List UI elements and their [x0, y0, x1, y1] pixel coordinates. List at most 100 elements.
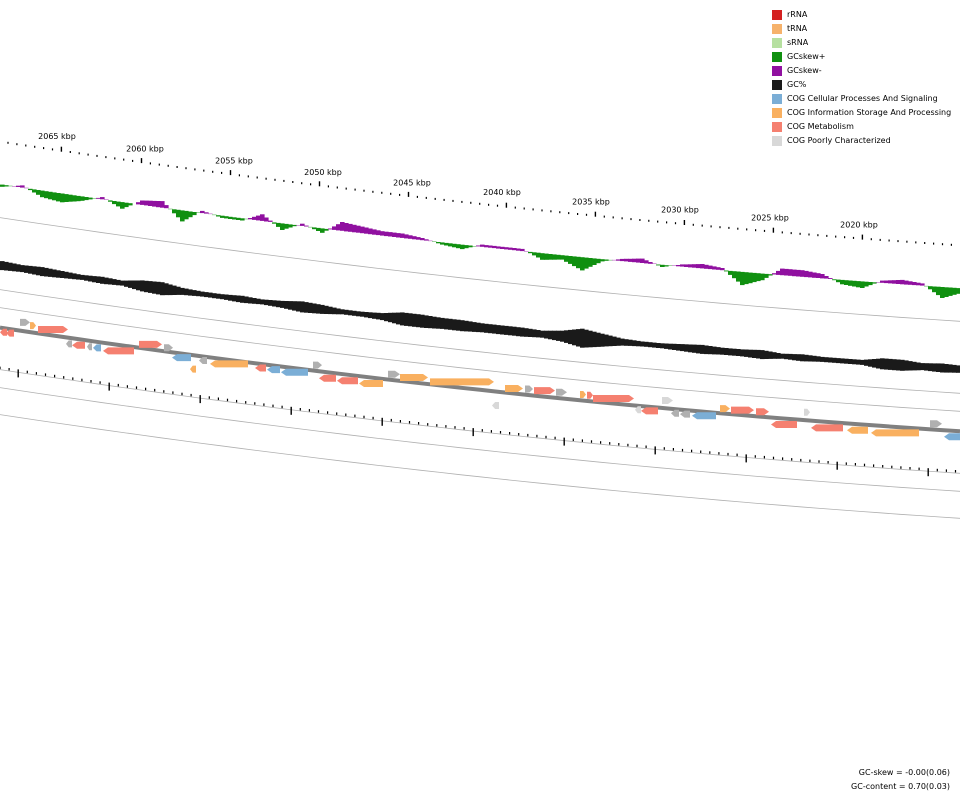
cog-cellular-gene [692, 412, 716, 420]
gc-content-bar [60, 271, 65, 278]
gc-skew-positive-bar [88, 197, 93, 200]
kbp-label: 2060 kbp [126, 145, 164, 154]
gc-content-bar [208, 292, 213, 298]
gc-skew-negative-bar [416, 237, 421, 240]
gc-content-bar [200, 291, 205, 297]
gc-skew-negative-bar [484, 245, 489, 248]
gc-content-bar [492, 324, 497, 334]
gc-skew-negative-bar [164, 205, 169, 209]
gc-skew-negative-bar [504, 247, 509, 250]
legend-swatch [772, 52, 782, 62]
gc-skew-positive-bar [76, 195, 81, 202]
gc-skew-positive-bar [32, 189, 37, 193]
cog-poorly-characterized-gene [804, 408, 810, 416]
gc-content-bar [340, 309, 345, 315]
gc-skew-negative-bar [256, 215, 261, 221]
gc-skew-negative-bar [368, 228, 373, 235]
gc-skew-negative-bar [20, 185, 25, 188]
gc-content-bar [700, 344, 705, 354]
gc-content-bar [264, 299, 269, 306]
gc-content-bar [160, 282, 165, 296]
uncategorized-gene [164, 344, 173, 352]
gc-content-bar [336, 308, 341, 315]
gc-content-bar [712, 346, 717, 355]
gc-skew-negative-bar [480, 244, 485, 247]
cog-metabolism-gene [103, 347, 134, 355]
gc-skew-positive-bar [856, 281, 861, 288]
cog-information-gene [505, 385, 523, 392]
gc-skew-negative-bar [424, 239, 429, 241]
cog-poorly-characterized-gene [662, 397, 673, 404]
gc-content-bar [756, 349, 761, 359]
gc-skew-negative-bar [100, 197, 105, 200]
gc-skew-negative-bar [792, 269, 797, 277]
track-guide-line [0, 387, 960, 492]
gc-skew-positive-bar [192, 212, 197, 216]
gc-skew-negative-bar [788, 269, 793, 276]
gc-content-bar [272, 300, 277, 307]
gc-skew-positive-bar [744, 272, 749, 285]
gc-skew-negative-bar [704, 264, 709, 269]
legend-label: COG Information Storage And Processing [787, 108, 952, 117]
gc-skew-negative-bar [252, 216, 257, 220]
gc-skew-positive-bar [840, 279, 845, 285]
gc-skew-positive-bar [176, 209, 181, 218]
gc-skew-positive-bar [448, 243, 453, 247]
gc-content-bar [912, 361, 917, 371]
cog-poorly-characterized-gene [492, 402, 499, 409]
gc-skew-positive-bar [320, 228, 325, 233]
gc-skew-negative-bar [144, 200, 149, 206]
gc-content-bar [632, 340, 637, 347]
kbp-ruler-inner [0, 366, 957, 477]
gc-content-bar [576, 329, 581, 347]
gc-skew-negative-bar [96, 197, 101, 199]
gc-content-bar [752, 349, 757, 358]
gc-content-bar [452, 319, 457, 331]
gc-skew-positive-bar [36, 190, 41, 195]
gc-content-bar [648, 342, 653, 348]
gc-skew-negative-bar [508, 247, 513, 250]
gc-skew-positive-bar [560, 255, 565, 260]
gc-content-bar [436, 317, 441, 329]
gc-skew-negative-bar [720, 268, 725, 271]
gc-skew-positive-bar [48, 191, 53, 200]
gc-skew-negative-bar [772, 273, 777, 275]
gc-content-bar [296, 301, 301, 312]
gc-content-bar [548, 330, 553, 340]
gc-content-bar [36, 266, 41, 276]
gc-skew-negative-bar [336, 224, 341, 231]
gc-skew-negative-bar [340, 222, 345, 231]
gc-skew-positive-bar [584, 257, 589, 269]
gc-skew-negative-bar [300, 223, 305, 226]
gc-skew-negative-bar [380, 231, 385, 236]
gc-content-bar [288, 301, 293, 310]
gc-skew-negative-bar [412, 236, 417, 240]
gc-skew-positive-bar [748, 272, 753, 284]
gc-content-bar [592, 331, 597, 348]
gc-content-bar [904, 360, 909, 371]
genome-backbone [0, 325, 960, 434]
gc-content-bar [220, 294, 225, 300]
gc-skew-negative-bar [420, 238, 425, 241]
gc-content-bar [824, 357, 829, 363]
gc-content-bar [816, 356, 821, 362]
cog-cellular-gene [93, 344, 101, 352]
gc-content-bar [896, 359, 901, 371]
gc-skew-negative-bar [160, 201, 165, 208]
legend-swatch [772, 66, 782, 76]
gc-content-bar [460, 320, 465, 332]
uncategorized-gene [388, 370, 400, 378]
gc-skew-negative-bar [156, 201, 161, 208]
gc-content-bar [140, 280, 145, 292]
gc-content-bar [368, 312, 373, 319]
gc-skew-positive-bar [464, 245, 469, 249]
gc-content-bar [788, 353, 793, 360]
gc-skew-positive-bar [60, 193, 65, 203]
gc-content-bar [384, 313, 389, 322]
gc-skew-positive-bar [460, 244, 465, 250]
cog-cellular-gene [267, 366, 280, 374]
gc-skew-negative-bar [644, 260, 649, 264]
gc-skew-negative-bar [636, 258, 641, 263]
gc-skew-positive-bar [312, 227, 317, 230]
